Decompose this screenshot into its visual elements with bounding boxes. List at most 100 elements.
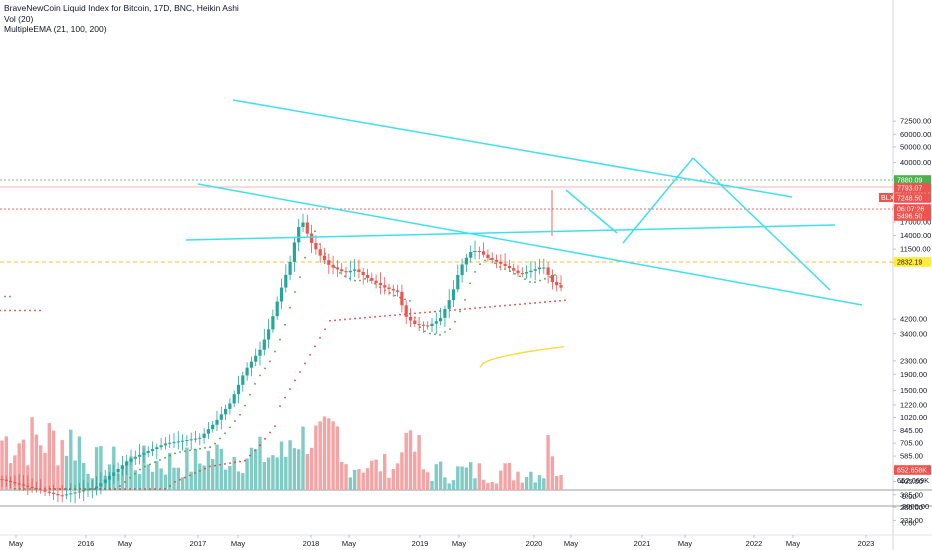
ema-100-dot: [414, 312, 416, 315]
y-tick-label: 405.00: [900, 477, 923, 486]
ema-100-dot: [339, 318, 341, 321]
ema-100-dot: [454, 308, 456, 311]
ema-21-dot: [344, 275, 346, 278]
candle-body: [125, 461, 129, 466]
ema-21-dot: [184, 450, 186, 453]
x-tick-label: May: [678, 539, 692, 548]
sub-tick-label: 0.00: [902, 519, 917, 528]
x-tick-label: 2017: [190, 539, 207, 548]
volume-bar: [0, 440, 4, 490]
volume-bar: [344, 464, 348, 490]
ema-21-dot: [179, 451, 181, 453]
volume-bar: [64, 455, 69, 490]
candle-body: [159, 445, 163, 448]
candle-body: [525, 272, 529, 274]
ema-100-dot: [114, 488, 116, 490]
x-tick-label: May: [564, 539, 578, 548]
candle-body: [4, 479, 8, 481]
ema-100-dot: [379, 315, 381, 318]
ema-100-dot: [554, 300, 556, 303]
volume-bar: [404, 433, 408, 490]
candle-body: [344, 271, 348, 273]
y-tick-label: 14000.00: [900, 231, 931, 240]
ema-21-dot: [559, 282, 561, 285]
y-tick-label: 1500.00: [900, 386, 927, 395]
volume-bar: [546, 435, 550, 490]
ema-21-dot: [129, 476, 131, 479]
ema-100-dot: [419, 312, 421, 314]
volume-bar: [86, 473, 90, 490]
ema-21-dot: [474, 271, 476, 273]
volume-bar: [460, 466, 464, 490]
volume-bar: [443, 477, 447, 490]
y-tick-label: 17000.00: [900, 218, 931, 227]
x-tick-label: May: [452, 539, 466, 548]
ema-21-dot: [514, 272, 516, 275]
ema-100-dot: [119, 488, 121, 490]
candle-body: [82, 490, 86, 492]
candle-body: [301, 222, 305, 227]
ema-100-dot: [559, 299, 561, 302]
volume-bar: [241, 473, 245, 490]
candle-body: [95, 486, 99, 489]
ema-100-dot: [239, 460, 241, 463]
volume-bar: [413, 451, 417, 490]
candle-body: [21, 484, 26, 486]
candle-body: [434, 321, 438, 324]
ema-100-dot: [29, 309, 31, 312]
price-badge: [894, 204, 931, 214]
ema-100-dot: [64, 488, 66, 490]
candle-body: [443, 308, 447, 318]
volume-bar: [383, 454, 387, 490]
ema-21-dot: [244, 404, 246, 407]
candle-body: [335, 267, 339, 270]
candle-body: [353, 269, 357, 271]
candle-body: [426, 325, 430, 327]
volume-bar: [340, 461, 344, 490]
ema-100-dot: [279, 405, 281, 408]
volume-bar: [305, 454, 309, 490]
y-tick-label: 335.00: [900, 490, 923, 499]
price-badge-label: 5496.50: [897, 214, 922, 221]
candle-body: [340, 269, 344, 272]
candle-body: [494, 259, 499, 262]
candle-body: [383, 285, 387, 288]
ema-21-dot: [459, 310, 461, 313]
candle-body: [555, 281, 559, 286]
ema-100-dot: [224, 463, 226, 465]
volume-bar: [438, 461, 443, 490]
candle-body: [39, 489, 43, 491]
chart-legend: BraveNewCoin Liquid Index for Bitcoin, 1…: [4, 3, 239, 35]
volume-bar: [146, 464, 150, 490]
ema-100-dot: [169, 485, 171, 487]
ema-21-dot: [174, 452, 176, 455]
ema-100-dot: [384, 315, 386, 317]
volume-bar: [559, 475, 563, 490]
ema-100-dot: [549, 300, 551, 303]
candle-body: [241, 375, 245, 385]
ema-21-dot: [454, 320, 456, 323]
ema-21-dot: [254, 382, 256, 385]
volume-bar: [180, 477, 185, 490]
trend-line: [185, 224, 836, 241]
volume-bar: [516, 471, 520, 490]
ema-21-dot: [219, 437, 221, 440]
volume-bar: [352, 469, 357, 490]
ema-100-dot: [39, 309, 41, 312]
volume-bar: [56, 465, 60, 490]
volume-bar: [348, 477, 352, 490]
ema-100-dot: [534, 302, 536, 304]
ema-100-dot: [294, 379, 296, 382]
volume-bar: [137, 474, 142, 490]
candle-body: [17, 483, 21, 485]
volume-bar: [430, 480, 434, 490]
candle-body: [387, 287, 391, 290]
ema-21-dot: [529, 281, 531, 283]
ema-100-dot: [209, 465, 211, 468]
ema-100-dot: [334, 319, 336, 322]
candle-body: [464, 257, 468, 265]
candle-body: [211, 424, 215, 430]
volume-bar: [499, 470, 503, 490]
x-tick-label: May: [342, 539, 356, 548]
